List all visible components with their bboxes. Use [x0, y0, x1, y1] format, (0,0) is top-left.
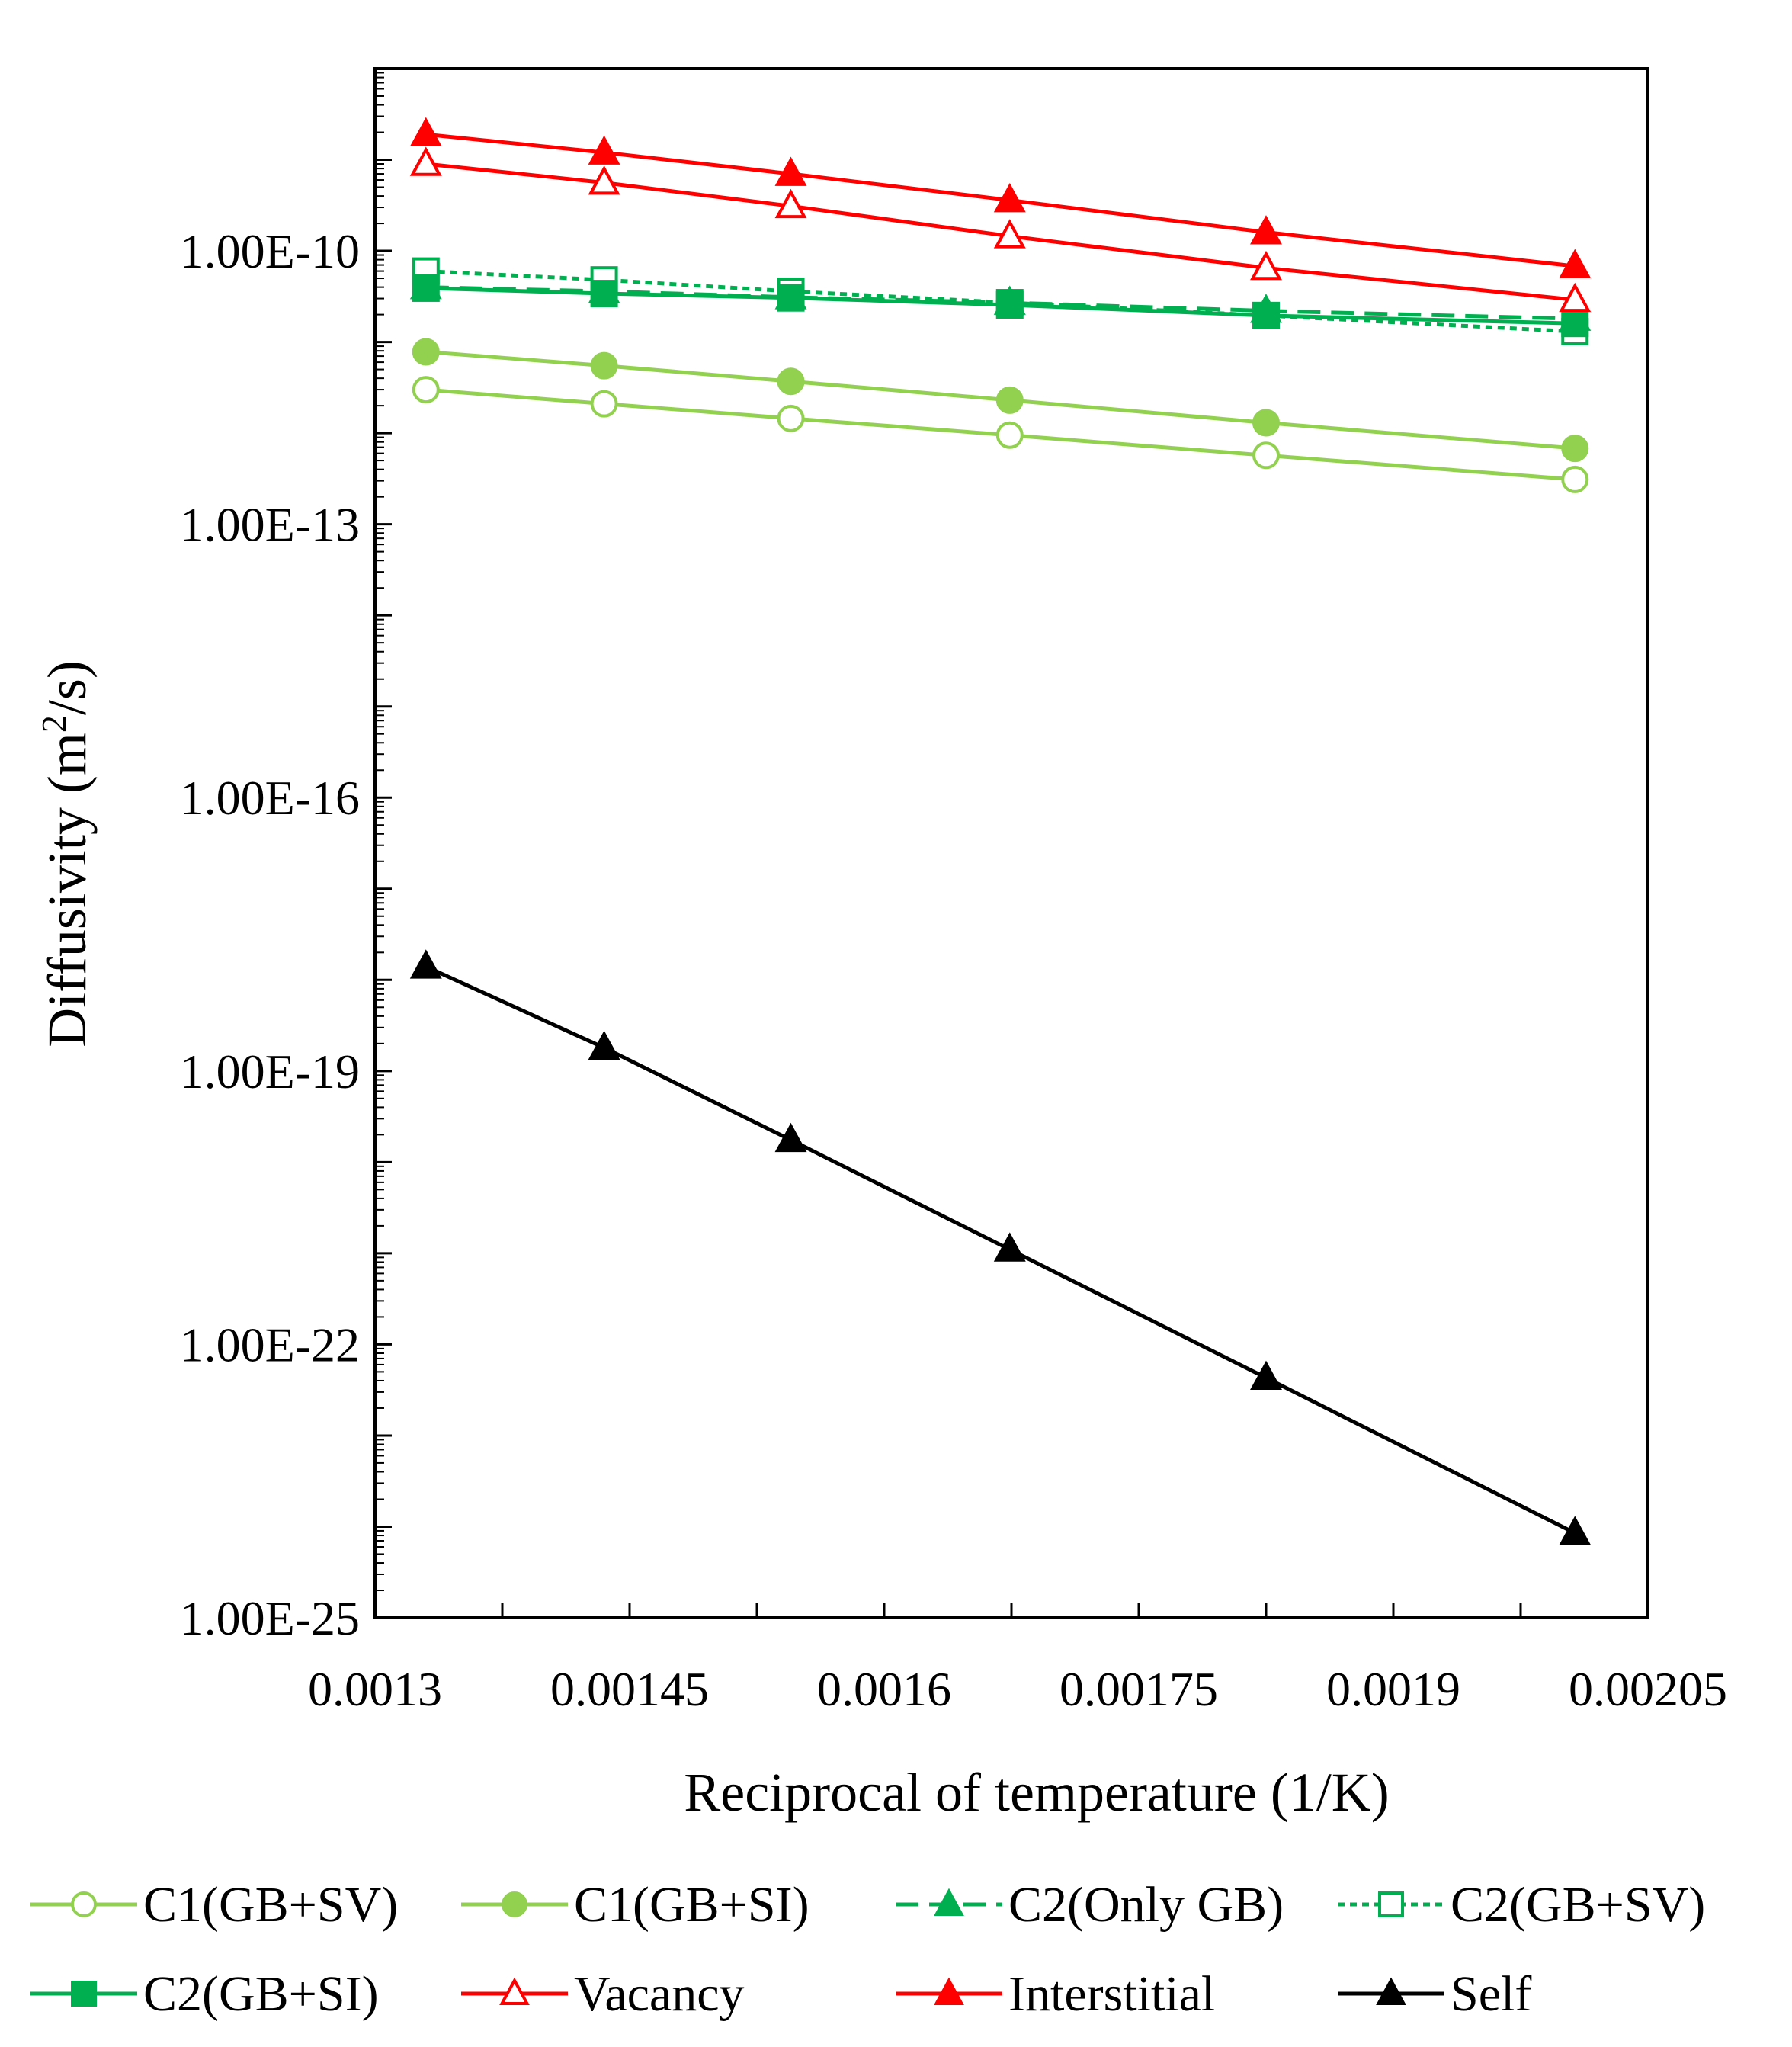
- series-line: [425, 387, 1576, 482]
- x-axis: 0.0013 0.00145 0.0016 0.00175 0.0019 0.00205: [308, 1603, 1727, 1716]
- data-point: [412, 376, 440, 404]
- series-line: [425, 349, 1576, 451]
- x-tick-label: 0.00175: [1059, 1662, 1218, 1716]
- data-point: [934, 1888, 964, 1916]
- series: [409, 146, 1592, 313]
- legend-item: C2(GB+SI): [30, 1966, 379, 2022]
- data-point: [1376, 1977, 1406, 2005]
- data-point: [995, 421, 1024, 449]
- legend-label: Interstitial: [1008, 1966, 1215, 2022]
- legend-item: C2(GB+SV): [1338, 1877, 1705, 1933]
- data-point: [409, 146, 442, 176]
- data-point: [1250, 215, 1282, 245]
- data-point: [777, 367, 805, 396]
- x-axis-title: Reciprocal of temperature (1/K): [684, 1762, 1390, 1823]
- data-point: [1559, 1516, 1592, 1545]
- series: [412, 274, 1589, 338]
- legend: C1(GB+SV) C1(GB+SI) C2(Only GB) C2(GB+SV) C2…: [30, 1877, 1705, 2022]
- data-point: [1559, 282, 1592, 313]
- series-line: [425, 132, 1576, 268]
- data-point: [1561, 435, 1589, 463]
- data-point: [1561, 465, 1589, 493]
- legend-label: C1(GB+SI): [574, 1877, 809, 1933]
- data-point: [995, 290, 1024, 319]
- series-line: [425, 964, 1576, 1535]
- data-point: [588, 165, 620, 195]
- data-point: [71, 1891, 97, 1917]
- legend-label: C1(GB+SV): [143, 1877, 398, 1933]
- y-axis-title: Diffusivity (m2/s): [34, 660, 98, 1048]
- series: [409, 949, 1592, 1545]
- data-point: [993, 1232, 1026, 1262]
- series: [412, 376, 1589, 493]
- data-point: [774, 1122, 807, 1153]
- y-tick-label: 1.00E-22: [180, 1317, 360, 1372]
- legend-item: C1(GB+SV): [30, 1877, 398, 1933]
- series-line: [425, 162, 1576, 302]
- legend-label: Vacancy: [574, 1966, 745, 2022]
- data-point: [1252, 441, 1280, 470]
- data-point: [993, 219, 1026, 249]
- legend-item: Self: [1338, 1966, 1531, 2022]
- legend-item: C1(GB+SI): [461, 1877, 809, 1933]
- data-point: [777, 284, 805, 312]
- x-tick-label: 0.0013: [308, 1662, 442, 1716]
- y-axis: 1.00E-25 1.00E-22 1.00E-19 1.00E-16 1.00E-13…: [180, 72, 392, 1645]
- legend-label: C2(Only GB): [1008, 1877, 1284, 1933]
- legend-item: Vacancy: [461, 1966, 745, 2022]
- data-point: [590, 280, 618, 308]
- data-point: [774, 156, 807, 186]
- data-point: [409, 117, 442, 147]
- data-point: [1250, 1360, 1282, 1391]
- data-point: [995, 386, 1024, 414]
- data-point: [590, 390, 618, 418]
- data-point: [1559, 249, 1592, 278]
- data-point: [1378, 1891, 1404, 1917]
- legend-item: C2(Only GB): [896, 1877, 1284, 1933]
- data-point: [993, 182, 1026, 213]
- data-point: [590, 351, 618, 380]
- data-point: [71, 1981, 97, 2007]
- x-tick-label: 0.00145: [550, 1662, 709, 1716]
- y-tick-label: 1.00E-13: [180, 498, 360, 552]
- x-tick-label: 0.0016: [817, 1662, 951, 1716]
- data-point: [588, 1030, 620, 1060]
- plot-area: [373, 67, 1649, 1619]
- data-point: [774, 188, 807, 219]
- data-point: [1252, 301, 1280, 329]
- data-point: [1561, 310, 1589, 338]
- data-point: [588, 135, 620, 165]
- series: [412, 338, 1589, 463]
- y-tick-label: 1.00E-25: [180, 1591, 360, 1645]
- y-tick-label: 1.00E-16: [180, 771, 360, 825]
- data-point: [502, 1891, 527, 1917]
- series: [409, 117, 1592, 278]
- data-point: [777, 404, 805, 432]
- data-point: [934, 1977, 964, 2005]
- x-tick-label: 0.0019: [1326, 1662, 1460, 1716]
- data-point: [412, 274, 440, 302]
- y-axis-title-main: Diffusivity (m: [37, 733, 98, 1048]
- series-line: [425, 286, 1576, 326]
- x-tick-label: 0.00205: [1569, 1662, 1727, 1716]
- y-tick-label: 1.00E-10: [180, 224, 360, 278]
- y-axis-title-sup: 2: [34, 715, 73, 733]
- y-tick-label: 1.00E-19: [180, 1044, 360, 1099]
- legend-item: Interstitial: [896, 1966, 1215, 2022]
- data-point: [409, 949, 442, 979]
- data-point: [412, 338, 440, 366]
- legend-label: C2(GB+SI): [143, 1966, 379, 2022]
- data-point: [1250, 250, 1282, 281]
- legend-label: Self: [1451, 1966, 1531, 2022]
- data-point: [1252, 409, 1280, 437]
- legend-label: C2(GB+SV): [1451, 1877, 1705, 1933]
- y-axis-title-tail: /s): [37, 660, 98, 715]
- data-point: [499, 1977, 530, 2005]
